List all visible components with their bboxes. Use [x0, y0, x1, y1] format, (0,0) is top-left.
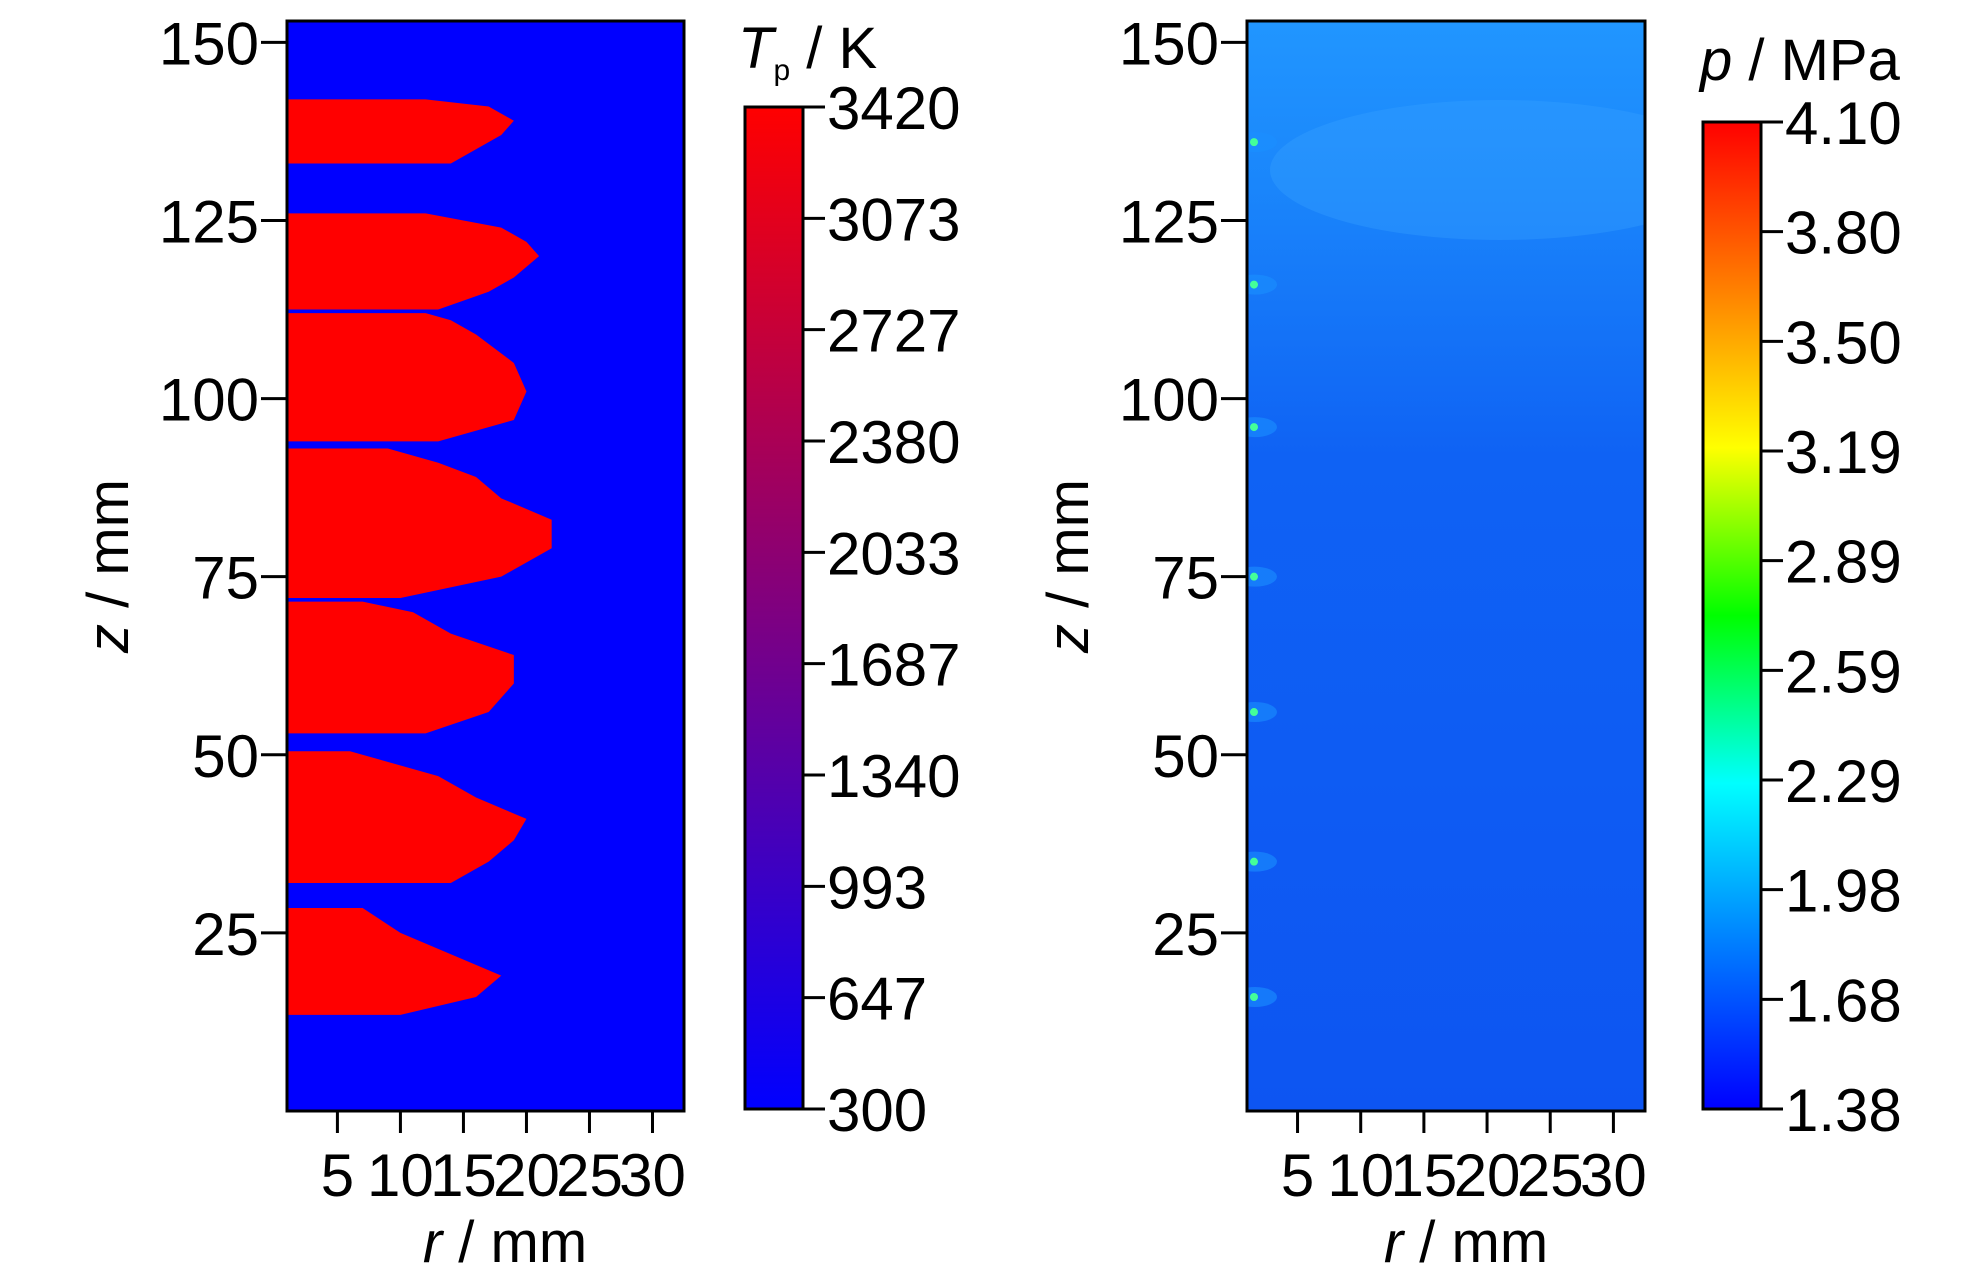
pressure-field-features [1247, 100, 1645, 1008]
inlet-hotspot-glow [1247, 851, 1277, 872]
x-tick-label: 10 [1327, 1142, 1394, 1209]
y-tick-label: 25 [192, 901, 259, 968]
colorbar-tick-label: 4.10 [1785, 90, 1902, 157]
hot-region [287, 213, 540, 310]
hot-region [287, 751, 527, 884]
x-tick-label: 30 [1580, 1142, 1647, 1209]
colorbar-tick-label: 2380 [827, 409, 960, 476]
colorbar-tick-label: 1340 [827, 743, 960, 810]
x-tick-label: 25 [1517, 1142, 1584, 1209]
y-tick-label: 100 [1119, 367, 1219, 434]
hot-region [287, 99, 514, 164]
inlet-hotspot-glow [1247, 702, 1277, 723]
colorbar-title: Tp / K [738, 16, 877, 87]
y-tick-label: 150 [159, 10, 259, 77]
colorbar-ticks: 4.10 3.80 3.50 3.19 2.89 2.59 2.29 1.98 1.68 1.38 [1761, 90, 1902, 1144]
colorbar-tick-label: 3.50 [1785, 309, 1902, 376]
colorbar-title: p / MPa [1698, 28, 1901, 93]
hot-region [287, 907, 502, 1015]
inlet-hotspots [1247, 132, 1277, 1008]
colorbar-tick-label: 2.89 [1785, 529, 1902, 596]
colorbar-tick-label: 300 [827, 1077, 927, 1144]
colorbar-tick-label: 993 [827, 854, 927, 921]
colorbar-tick-label: 3073 [827, 186, 960, 253]
colorbar-tick-label: 1687 [827, 632, 960, 699]
y-tick-label: 100 [159, 367, 259, 434]
x-axis-title: r / mm [423, 1210, 587, 1275]
y-axis-title: z / mm [76, 479, 141, 654]
colorbar-tick-label: 3420 [827, 75, 960, 142]
y-tick-label: 50 [192, 723, 259, 790]
colorbar-tick-label: 2.59 [1785, 638, 1902, 705]
colorbar-tick-label: 3.80 [1785, 200, 1902, 267]
y-tick-label: 125 [159, 188, 259, 255]
pressure-field [1247, 21, 1645, 1111]
x-tick-label: 15 [430, 1142, 497, 1209]
inlet-hotspot [1250, 708, 1258, 717]
y-tick-label: 50 [1152, 723, 1219, 790]
upper-pressure-band [1270, 100, 1645, 240]
x-tick-label: 25 [556, 1142, 623, 1209]
y-tick-label: 150 [1119, 10, 1219, 77]
inlet-hotspot [1250, 857, 1258, 866]
y-tick-label: 125 [1119, 188, 1219, 255]
x-tick-label: 20 [1454, 1142, 1521, 1209]
colorbar-tick-label: 1.98 [1785, 858, 1902, 925]
inlet-hotspot-glow [1247, 987, 1277, 1008]
colorbar-tick-label: 647 [827, 966, 927, 1033]
x-tick-label: 30 [619, 1142, 686, 1209]
hot-region [287, 313, 527, 442]
pressure-plot-frame [1245, 19, 1647, 1113]
y-axis-ticks: 25 50 75 100 125 150 [159, 10, 287, 968]
inlet-hotspot-glow [1247, 132, 1277, 153]
inlet-hotspot [1250, 280, 1258, 289]
colorbar-tick-label: 2033 [827, 520, 960, 587]
x-tick-label: 20 [493, 1142, 560, 1209]
x-tick-label: 15 [1391, 1142, 1458, 1209]
x-axis-title: r / mm [1384, 1210, 1548, 1275]
x-tick-label: 5 [321, 1142, 354, 1209]
hot-region [287, 601, 514, 734]
colorbar-tick-label: 1.38 [1785, 1077, 1902, 1144]
temperature-colorbar [743, 105, 805, 1111]
y-tick-label: 75 [192, 545, 259, 612]
y-tick-label: 25 [1152, 901, 1219, 968]
inlet-hotspot-glow [1247, 417, 1277, 438]
hot-particle-regions [287, 99, 552, 1015]
x-tick-label: 10 [367, 1142, 434, 1209]
temperature-plot-frame [285, 19, 686, 1113]
y-axis-title: z / mm [1036, 479, 1101, 654]
inlet-hotspot [1250, 993, 1258, 1002]
y-axis-ticks: 25 50 75 100 125 150 [1119, 10, 1247, 968]
x-tick-label: 5 [1281, 1142, 1314, 1209]
inlet-hotspot [1250, 572, 1258, 581]
colorbar-tick-label: 1.68 [1785, 967, 1902, 1034]
y-tick-label: 75 [1152, 545, 1219, 612]
inlet-hotspot-glow [1247, 566, 1277, 587]
colorbar-tick-label: 2.29 [1785, 748, 1902, 815]
inlet-hotspot [1250, 423, 1258, 432]
hot-region [287, 448, 552, 599]
colorbar-tick-label: 3.19 [1785, 419, 1902, 486]
inlet-hotspot [1250, 138, 1258, 147]
pressure-colorbar [1701, 120, 1763, 1111]
inlet-hotspot-glow [1247, 274, 1277, 295]
colorbar-ticks: 3420 3073 2727 2380 2033 1687 1340 993 647 300 [803, 75, 960, 1144]
colorbar-tick-label: 2727 [827, 298, 960, 365]
